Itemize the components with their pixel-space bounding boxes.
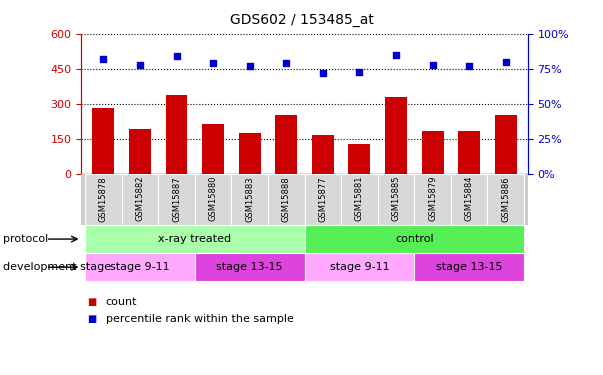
Bar [487, 174, 524, 225]
Bar [494, 115, 517, 174]
Point [391, 52, 401, 58]
Bar [92, 108, 115, 174]
Bar [305, 174, 341, 225]
Text: percentile rank within the sample: percentile rank within the sample [106, 314, 294, 324]
Bar [275, 115, 297, 174]
Bar [349, 144, 370, 174]
Bar [421, 131, 443, 174]
Text: stage 9-11: stage 9-11 [110, 262, 169, 272]
Text: stage 13-15: stage 13-15 [216, 262, 283, 272]
Bar [158, 174, 195, 225]
Text: GSM15878: GSM15878 [99, 176, 108, 222]
Text: protocol: protocol [3, 234, 48, 244]
Text: stage 13-15: stage 13-15 [436, 262, 502, 272]
Bar [129, 129, 151, 174]
Text: count: count [106, 297, 137, 307]
Bar [268, 174, 305, 225]
Text: GSM15877: GSM15877 [318, 176, 327, 222]
Bar [195, 253, 305, 281]
Point [355, 69, 364, 75]
Text: GDS602 / 153485_at: GDS602 / 153485_at [230, 13, 373, 27]
Point [318, 70, 327, 76]
Bar [239, 134, 260, 174]
Point [98, 56, 108, 62]
Text: control: control [395, 234, 434, 244]
Bar [377, 174, 414, 225]
Bar [414, 174, 451, 225]
Text: GSM15883: GSM15883 [245, 176, 254, 222]
Point [464, 63, 474, 69]
Text: development stage: development stage [3, 262, 111, 272]
Bar [305, 225, 524, 253]
Bar [195, 174, 232, 225]
Bar [202, 124, 224, 174]
Text: ■: ■ [87, 297, 96, 307]
Bar [232, 174, 268, 225]
Text: GSM15884: GSM15884 [464, 176, 473, 221]
Bar [414, 253, 524, 281]
Text: ■: ■ [87, 314, 96, 324]
Bar [85, 225, 305, 253]
Text: GSM15888: GSM15888 [282, 176, 291, 222]
Text: GSM15881: GSM15881 [355, 176, 364, 221]
Text: GSM15887: GSM15887 [172, 176, 181, 222]
Text: x-ray treated: x-ray treated [158, 234, 232, 244]
Point [501, 59, 511, 65]
Bar [85, 253, 195, 281]
Text: GSM15879: GSM15879 [428, 176, 437, 221]
Bar [341, 174, 377, 225]
Point [428, 62, 437, 68]
Point [172, 53, 182, 59]
Text: GSM15886: GSM15886 [501, 176, 510, 222]
Bar [312, 135, 334, 174]
Point [135, 62, 145, 68]
Text: GSM15882: GSM15882 [136, 176, 145, 221]
Point [282, 60, 291, 66]
Point [208, 60, 218, 66]
Bar [385, 97, 407, 174]
Bar [166, 95, 188, 174]
Text: GSM15885: GSM15885 [391, 176, 400, 221]
Bar [458, 131, 480, 174]
Bar [122, 174, 158, 225]
Bar [85, 174, 122, 225]
Bar [451, 174, 487, 225]
Point [245, 63, 254, 69]
Text: stage 9-11: stage 9-11 [330, 262, 389, 272]
Bar [305, 253, 414, 281]
Text: GSM15880: GSM15880 [209, 176, 218, 221]
